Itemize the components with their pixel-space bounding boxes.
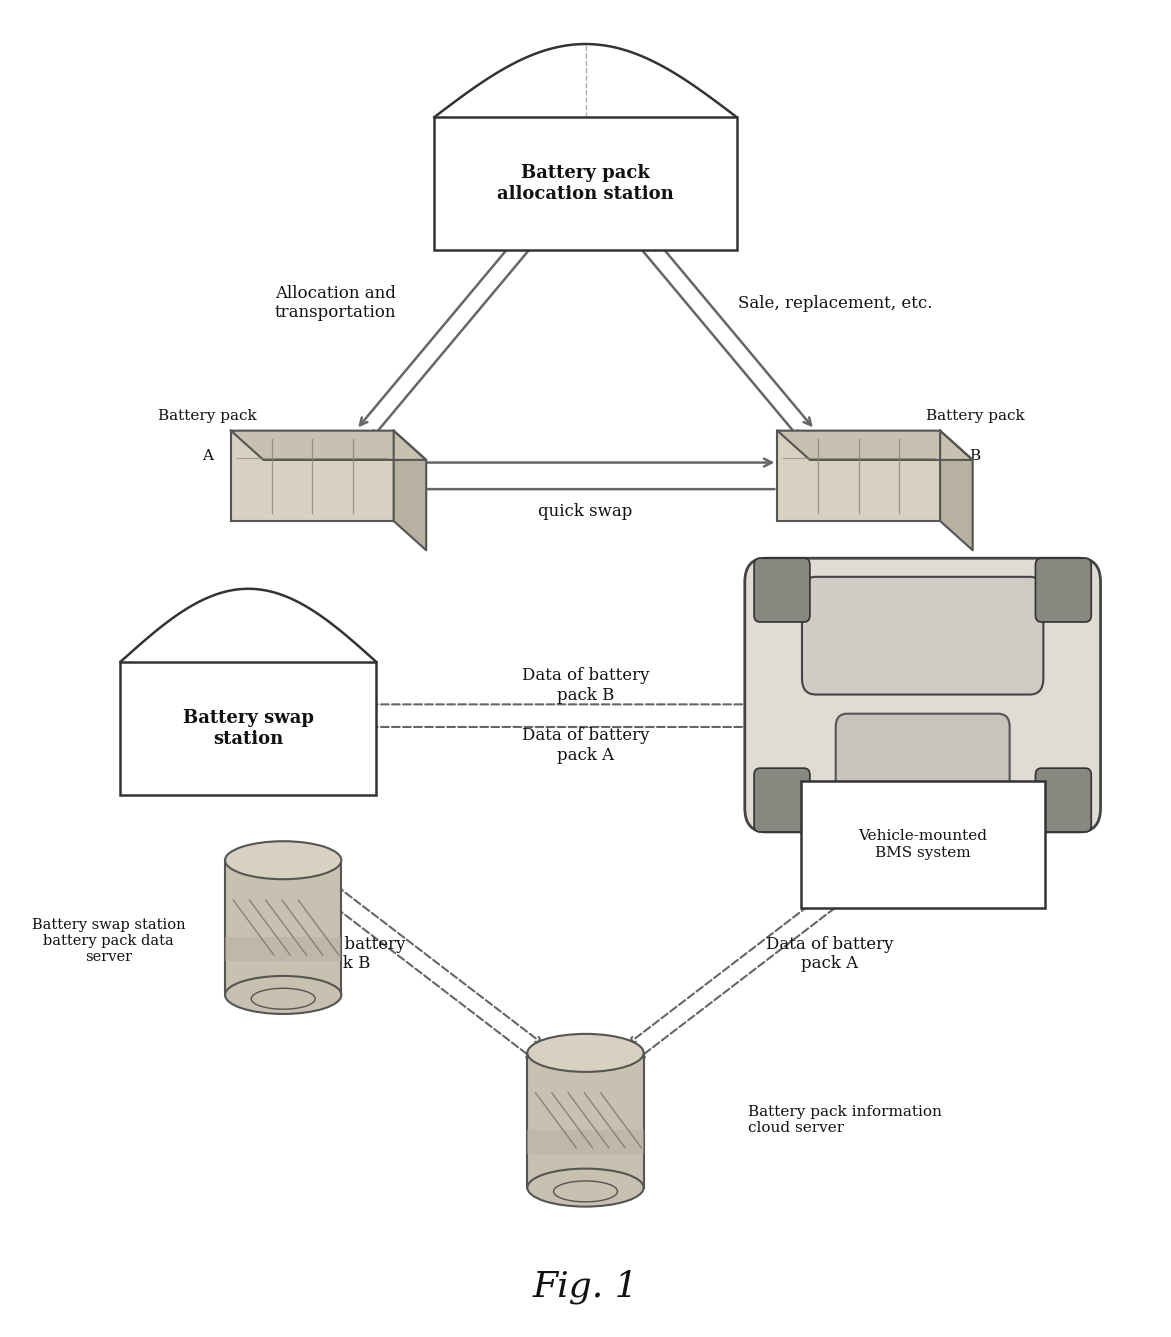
- Ellipse shape: [225, 976, 341, 1013]
- Text: Battery swap station
battery pack data
server: Battery swap station battery pack data s…: [32, 917, 186, 964]
- Text: Data of battery
pack A: Data of battery pack A: [522, 727, 649, 763]
- Text: Battery pack information
cloud server: Battery pack information cloud server: [748, 1106, 943, 1135]
- Text: A: A: [203, 449, 213, 463]
- Bar: [225, 937, 341, 961]
- FancyBboxPatch shape: [754, 769, 810, 832]
- Text: Vehicle-mounted
BMS system: Vehicle-mounted BMS system: [858, 829, 987, 860]
- Ellipse shape: [527, 1169, 644, 1206]
- Ellipse shape: [252, 988, 315, 1009]
- Bar: [231, 431, 393, 521]
- Text: quick swap: quick swap: [539, 503, 632, 520]
- Text: Data of battery
pack B: Data of battery pack B: [522, 667, 649, 705]
- Text: Allocation and
transportation: Allocation and transportation: [275, 285, 396, 321]
- Bar: [434, 118, 737, 250]
- Text: Data of battery
pack B: Data of battery pack B: [278, 936, 405, 972]
- Text: B: B: [970, 449, 980, 463]
- Polygon shape: [940, 431, 973, 551]
- Text: Sale, replacement, etc.: Sale, replacement, etc.: [738, 294, 933, 312]
- Bar: [121, 662, 376, 794]
- Bar: [225, 860, 341, 995]
- Ellipse shape: [554, 1181, 617, 1202]
- Bar: [801, 781, 1045, 908]
- Text: Data of battery
pack A: Data of battery pack A: [766, 936, 893, 972]
- FancyBboxPatch shape: [802, 576, 1043, 694]
- Text: Battery pack
allocation station: Battery pack allocation station: [498, 164, 673, 203]
- Bar: [527, 1130, 644, 1154]
- Polygon shape: [393, 431, 426, 551]
- Text: Fig. 1: Fig. 1: [533, 1269, 638, 1304]
- Bar: [778, 431, 940, 521]
- FancyBboxPatch shape: [836, 714, 1009, 808]
- Polygon shape: [778, 431, 973, 460]
- FancyBboxPatch shape: [1035, 559, 1091, 622]
- FancyBboxPatch shape: [754, 559, 810, 622]
- Ellipse shape: [225, 841, 341, 880]
- Text: Battery pack: Battery pack: [925, 409, 1025, 422]
- Bar: [527, 1052, 644, 1187]
- Polygon shape: [231, 431, 426, 460]
- FancyBboxPatch shape: [745, 559, 1101, 832]
- Ellipse shape: [527, 1034, 644, 1072]
- Text: Battery swap
station: Battery swap station: [183, 709, 314, 747]
- Text: Battery pack: Battery pack: [158, 409, 256, 422]
- FancyBboxPatch shape: [1035, 769, 1091, 832]
